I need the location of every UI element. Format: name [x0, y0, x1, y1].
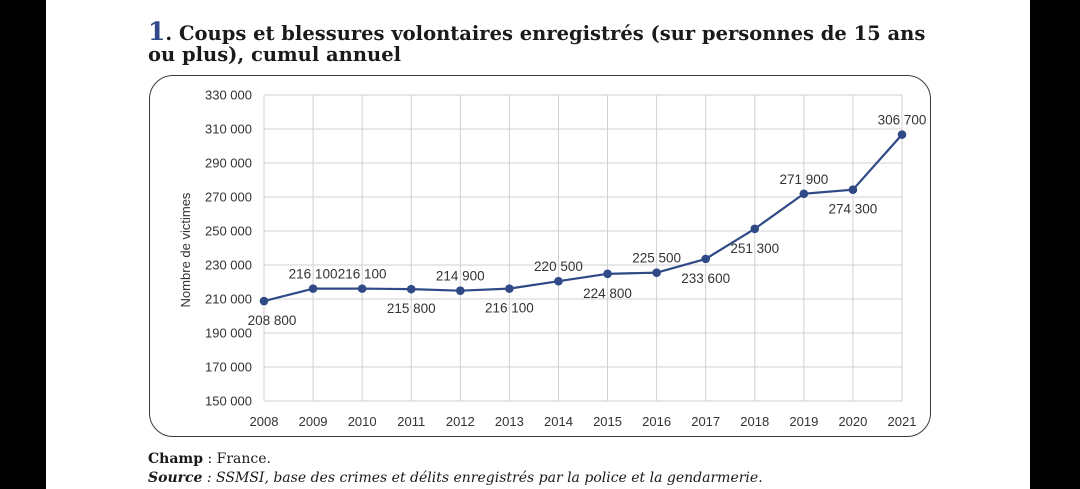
- y-axis-ticks: 150 000 170 000 190 000 210 000 230 000 250 0…: [205, 88, 252, 409]
- data-label: 216 100: [289, 267, 338, 282]
- y-tick-label: 150 000: [205, 394, 252, 409]
- y-tick-label: 230 000: [205, 258, 252, 273]
- data-label: 251 300: [730, 241, 779, 256]
- y-tick-label: 190 000: [205, 326, 252, 341]
- data-label: 306 700: [878, 113, 927, 128]
- y-tick-label: 310 000: [205, 122, 252, 137]
- source-label: Source: [148, 470, 203, 486]
- data-label: 214 900: [436, 269, 485, 284]
- y-tick-label: 330 000: [205, 88, 252, 103]
- data-label: 233 600: [681, 271, 730, 286]
- y-tick-label: 270 000: [205, 190, 252, 205]
- left-dark-edge: [0, 0, 46, 489]
- series-line: [263, 133, 903, 303]
- x-tick-label: 2011: [397, 414, 425, 429]
- figure-notes: Champ : France. Source : SSMSI, base des…: [148, 450, 948, 488]
- champ-label: Champ: [148, 451, 203, 467]
- data-label: 225 500: [632, 251, 681, 266]
- data-point: [259, 296, 269, 306]
- x-axis-ticks: 2008 2009 2010 2011 2012 2013 2014 2015 2016 2017…: [250, 414, 917, 429]
- x-tick-label: 2013: [495, 414, 524, 429]
- x-tick-label: 2012: [446, 414, 475, 429]
- x-tick-label: 2021: [888, 414, 917, 429]
- x-tick-label: 2010: [348, 414, 377, 429]
- figure-title-text: . Coups et blessures volontaires enregis…: [148, 22, 926, 66]
- data-point: [308, 284, 318, 293]
- x-tick-label: 2017: [691, 414, 720, 429]
- y-tick-label: 250 000: [205, 224, 252, 239]
- data-point: [505, 284, 514, 293]
- data-point: [406, 284, 416, 294]
- data-label: 216 100: [485, 301, 534, 316]
- data-point: [897, 130, 907, 139]
- grid: [263, 94, 903, 402]
- x-tick-label: 2019: [789, 414, 818, 429]
- data-label: 208 800: [248, 313, 297, 328]
- champ-note: Champ : France.: [148, 450, 948, 469]
- x-tick-label: 2015: [593, 414, 622, 429]
- figure-title: 1. Coups et blessures volontaires enregi…: [148, 19, 928, 66]
- x-tick-label: 2008: [250, 414, 279, 429]
- data-point: [652, 268, 661, 277]
- source-text: : SSMSI, base des crimes et délits enreg…: [202, 470, 763, 486]
- x-tick-label: 2018: [740, 414, 769, 429]
- data-label: 220 500: [534, 259, 583, 274]
- y-tick-label: 210 000: [205, 292, 252, 307]
- figure-number: 1: [148, 17, 166, 46]
- data-point: [701, 254, 710, 264]
- data-point: [603, 269, 612, 279]
- y-tick-label: 170 000: [205, 360, 252, 375]
- x-tick-label: 2020: [838, 414, 867, 429]
- data-point: [750, 224, 760, 234]
- data-point: [357, 284, 367, 293]
- data-point: [456, 286, 465, 295]
- data-point: [848, 185, 858, 194]
- champ-text: : France.: [203, 451, 271, 467]
- right-dark-edge: [1030, 0, 1080, 489]
- x-tick-label: 2009: [299, 414, 328, 429]
- data-label: 216 100: [338, 267, 387, 282]
- y-tick-label: 290 000: [205, 156, 252, 171]
- data-label: 224 800: [583, 286, 632, 301]
- series: [259, 130, 907, 306]
- x-tick-label: 2016: [642, 414, 671, 429]
- chart-frame: [149, 75, 931, 437]
- y-axis-label: Nombre de victimes: [178, 192, 193, 307]
- source-note: Source : SSMSI, base des crimes et délit…: [148, 469, 948, 488]
- data-point: [554, 276, 563, 286]
- data-point: [799, 189, 809, 199]
- data-label: 215 800: [387, 301, 436, 316]
- data-label: 274 300: [829, 202, 878, 217]
- x-tick-label: 2014: [544, 414, 573, 429]
- data-label: 271 900: [779, 172, 828, 187]
